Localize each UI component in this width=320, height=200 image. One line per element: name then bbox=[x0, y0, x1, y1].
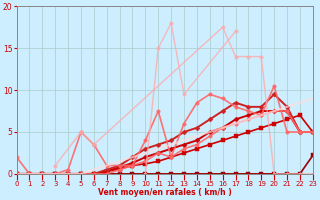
X-axis label: Vent moyen/en rafales ( km/h ): Vent moyen/en rafales ( km/h ) bbox=[98, 188, 232, 197]
